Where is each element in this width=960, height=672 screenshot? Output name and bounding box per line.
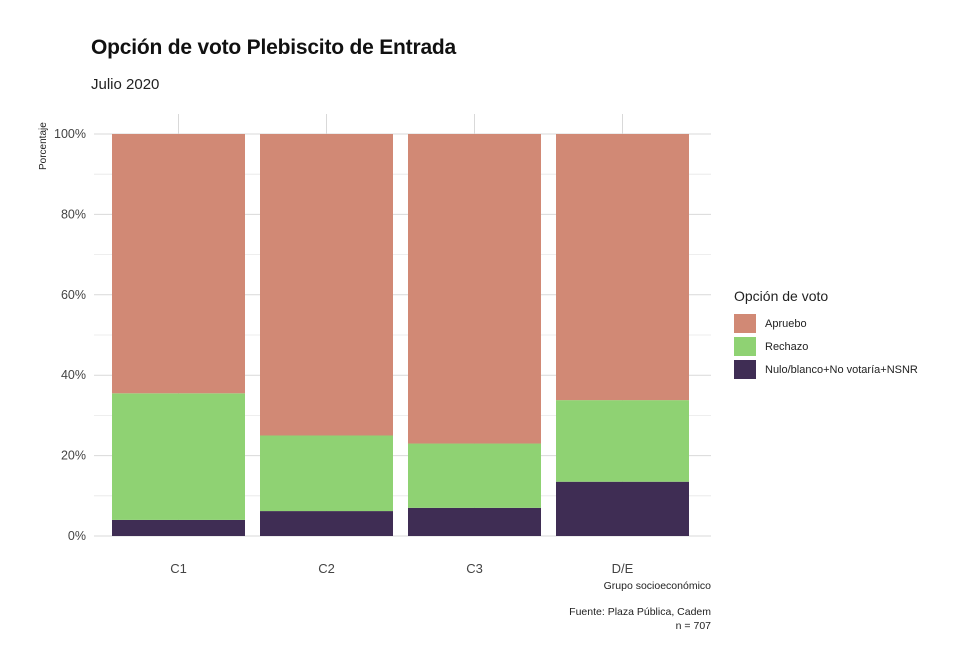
legend-title: Opción de voto (734, 288, 829, 304)
y-tick-labels: 0% 20% 40% 60% 80% 100% (54, 127, 86, 543)
y-tick-label: 40% (61, 368, 86, 382)
caption-sample-size: n = 707 (675, 620, 711, 632)
bar-segment (112, 393, 245, 520)
caption: Fuente: Plaza Pública, Cadem n = 707 (569, 605, 711, 633)
bar-segment (408, 507, 541, 536)
x-axis-label: Grupo socioeconómico (603, 580, 711, 592)
legend-items: Apruebo Rechazo Nulo/blanco+No votaría+NSN… (734, 312, 918, 381)
x-tick-label: C1 (170, 561, 187, 576)
x-tick-labels: C1 C2 C3 D/E (170, 561, 633, 576)
legend-item: Apruebo (734, 312, 918, 335)
y-tick-label: 20% (61, 449, 86, 463)
legend-swatch (734, 314, 756, 333)
x-tick-label: C3 (466, 561, 483, 576)
chart-title: Opción de voto Plebiscito de Entrada (91, 36, 457, 59)
legend-label: Rechazo (765, 340, 809, 353)
bar-segment (408, 443, 541, 508)
caption-source: Fuente: Plaza Pública, Cadem (569, 606, 711, 618)
legend-swatch (734, 337, 756, 356)
legend-label: Nulo/blanco+No votaría+NSNR (765, 363, 918, 376)
bar-segment (260, 435, 393, 512)
legend-item: Rechazo (734, 335, 918, 358)
bar-segment (408, 134, 541, 444)
bar-segment (260, 511, 393, 536)
bar-segment (112, 519, 245, 536)
bar-segment (556, 134, 689, 401)
y-tick-label: 0% (68, 529, 86, 543)
y-tick-label: 60% (61, 288, 86, 302)
bar-segment (112, 134, 245, 394)
x-tick-label: D/E (612, 561, 634, 576)
bar-segment (260, 134, 393, 436)
bar-segment (556, 400, 689, 482)
legend-item: Nulo/blanco+No votaría+NSNR (734, 358, 918, 381)
y-tick-label: 80% (61, 207, 86, 221)
x-tick-label: C2 (318, 561, 335, 576)
legend: Opción de voto Apruebo Rechazo Nulo/blanco… (734, 288, 918, 381)
bars (112, 134, 689, 536)
chart-subtitle: Julio 2020 (91, 76, 160, 93)
bar-segment (556, 481, 689, 536)
y-tick-label: 100% (54, 127, 86, 141)
legend-swatch (734, 360, 756, 379)
legend-label: Apruebo (765, 317, 807, 330)
